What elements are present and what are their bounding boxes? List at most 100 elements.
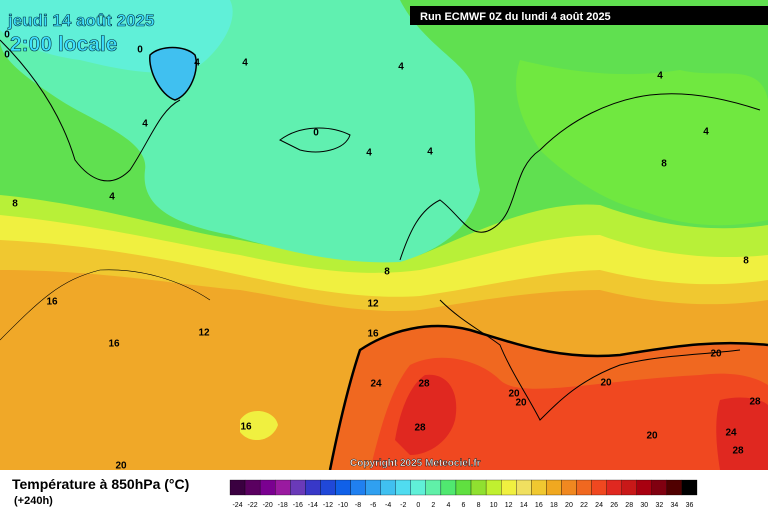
- field-hottest-east: [716, 397, 768, 470]
- scale-label: 4: [446, 502, 450, 509]
- scale-swatch: [455, 479, 472, 496]
- scale-swatch: [365, 479, 381, 496]
- scale-swatch: [561, 479, 577, 496]
- scale-swatch: [606, 479, 622, 496]
- isobar-1: [0, 269, 211, 341]
- cool-island: [240, 410, 278, 441]
- scale-label: 30: [640, 502, 648, 509]
- contour-label: 16: [367, 329, 379, 340]
- contour-label: 20: [508, 389, 520, 400]
- contour-label: 0: [137, 45, 143, 56]
- scale-label: 22: [580, 502, 588, 509]
- contour-label: 16: [46, 297, 58, 308]
- scale-label: 8: [477, 502, 481, 509]
- scale-label: 26: [610, 502, 618, 509]
- scale-label: 36: [686, 502, 694, 509]
- cold-pocket: [149, 46, 197, 101]
- contour-label: 24: [370, 379, 382, 390]
- field-hottest: [395, 374, 457, 455]
- contour-label: 12: [198, 328, 210, 339]
- scale-label: -18: [278, 502, 288, 509]
- scale-label: 6: [462, 502, 466, 509]
- scale-swatch: [651, 479, 668, 496]
- contour-label: 20: [600, 378, 612, 389]
- contour-label: 4: [366, 148, 372, 159]
- contour-label: 8: [743, 256, 749, 267]
- lead-time: (+240h): [14, 495, 53, 507]
- contour-label: 28: [414, 423, 426, 434]
- scale-swatch: [395, 479, 411, 496]
- scale-swatch: [425, 479, 442, 496]
- scale-swatch: [576, 479, 592, 496]
- contour-label: 20: [710, 349, 722, 360]
- scale-swatch: [320, 479, 336, 496]
- scale-label: 16: [535, 502, 543, 509]
- contour-label: 28: [749, 397, 761, 408]
- scale-label: 10: [490, 502, 498, 509]
- scale-label: -12: [323, 502, 333, 509]
- contour-label: 0: [4, 50, 10, 61]
- scale-label: 32: [655, 502, 663, 509]
- coast-europe-north: [399, 93, 761, 261]
- scale-label: 24: [595, 502, 603, 509]
- scale-label: 18: [550, 502, 558, 509]
- scale-label: -2: [400, 502, 406, 509]
- contour-label: 4: [657, 71, 663, 82]
- scale-label: 20: [565, 502, 573, 509]
- scale-swatch: [591, 479, 607, 496]
- scale-swatch: [335, 479, 351, 496]
- temperature-field: [0, 0, 768, 470]
- scale-label: -22: [248, 502, 258, 509]
- scale-swatch: [410, 479, 426, 496]
- contour-label: 28: [732, 446, 744, 457]
- contour-label: 8: [384, 267, 390, 278]
- scale-swatch: [229, 479, 246, 496]
- coast-greenland: [0, 39, 181, 182]
- scale-swatch: [501, 479, 517, 496]
- contour-label: 4: [142, 119, 148, 130]
- scale-swatch: [516, 479, 532, 496]
- field-scandinavia: [516, 60, 768, 226]
- coastlines: [0, 39, 768, 471]
- scale-label: 14: [520, 502, 528, 509]
- contour-label: 0: [4, 30, 10, 41]
- contour-label: 4: [242, 58, 248, 69]
- scale-swatch: [531, 479, 547, 496]
- scale-swatch: [380, 479, 396, 496]
- valid-time: 2:00 locale: [10, 33, 117, 56]
- contour-label: 4: [109, 192, 115, 203]
- contour-label: 20: [115, 461, 127, 472]
- contour-label: 12: [367, 299, 379, 310]
- scale-swatch: [350, 479, 366, 496]
- contour-label: 4: [398, 62, 404, 73]
- coast-iceland: [279, 127, 351, 153]
- scale-swatch: [440, 479, 457, 496]
- scale-swatch: [305, 479, 321, 496]
- scale-swatch: [485, 479, 502, 496]
- field-hotter: [370, 357, 768, 470]
- scale-label: -4: [385, 502, 391, 509]
- scale-label: 34: [671, 502, 679, 509]
- scale-swatch: [636, 479, 652, 496]
- scale-label: -6: [370, 502, 376, 509]
- contour-label: 24: [725, 428, 737, 439]
- scale-label: -20: [263, 502, 273, 509]
- copyright: Copyright 2025 Meteociel.fr: [350, 458, 481, 469]
- legend-title: Température à 850hPa (°C): [12, 476, 189, 492]
- contour-label: 0: [313, 128, 319, 139]
- scale-label: -10: [338, 502, 348, 509]
- contour-label: 8: [661, 159, 667, 170]
- scale-label: 2: [431, 502, 435, 509]
- scale-swatch: [259, 479, 276, 496]
- contour-label: 16: [240, 422, 252, 433]
- scale-swatch: [275, 479, 291, 496]
- contour-label: 16: [108, 339, 120, 350]
- scale-label: 0: [416, 502, 420, 509]
- scale-label: -16: [293, 502, 303, 509]
- contour-label: 4: [703, 127, 709, 138]
- scale-label: 12: [505, 502, 513, 509]
- color-scale: -24 -22 -20 -18 -16 -14 -12 -10 -8 -6 -4 -2 0 2 4 6 8 10 1…: [229, 479, 698, 509]
- valid-date: jeudi 14 août 2025: [7, 11, 154, 30]
